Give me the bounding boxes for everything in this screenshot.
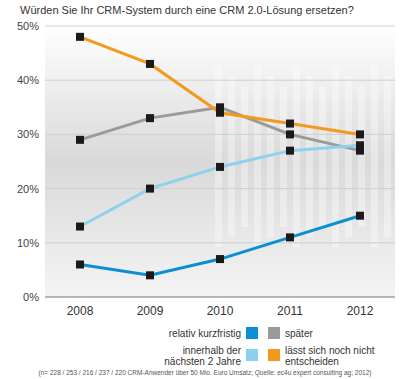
x-tick-label: 2011 bbox=[277, 304, 303, 318]
point-marker bbox=[356, 212, 364, 220]
legend-swatch bbox=[246, 327, 258, 339]
point-marker bbox=[286, 120, 294, 128]
legend-label-line: später bbox=[285, 328, 313, 339]
point-marker bbox=[356, 141, 364, 149]
legend-label-line: nächsten 2 Jahre bbox=[164, 356, 241, 367]
bg-stripe bbox=[293, 66, 300, 247]
x-tick-label: 2008 bbox=[67, 304, 94, 318]
bg-stripe bbox=[241, 86, 248, 227]
series-line bbox=[80, 145, 360, 226]
title: Würden Sie Ihr CRM-System durch eine CRM… bbox=[20, 4, 354, 16]
point-marker bbox=[216, 163, 224, 171]
y-tick-label: 30% bbox=[17, 128, 39, 140]
grid-line bbox=[45, 26, 395, 27]
grid-line bbox=[45, 242, 395, 243]
legend-label-line: lässt sich noch nicht bbox=[285, 345, 375, 356]
y-tick-label: 0% bbox=[23, 291, 39, 303]
bg-stripe bbox=[306, 76, 313, 237]
chart: Würden Sie Ihr CRM-System durch eine CRM… bbox=[0, 0, 410, 379]
point-marker bbox=[286, 233, 294, 241]
legend-label: lässt sich noch nichtentscheiden bbox=[285, 345, 375, 367]
point-marker bbox=[76, 223, 84, 231]
x-tick-label: 2012 bbox=[347, 304, 374, 318]
bg-stripe bbox=[384, 76, 391, 237]
legend-label-line: entscheiden bbox=[285, 356, 339, 367]
x-tick-label: 2009 bbox=[137, 304, 164, 318]
point-marker bbox=[76, 33, 84, 41]
grid-line bbox=[45, 297, 395, 298]
source-note: (n= 228 / 253 / 216 / 237 / 220 CRM-Anwe… bbox=[39, 369, 372, 377]
bg-stripe bbox=[358, 86, 365, 227]
point-marker bbox=[76, 136, 84, 144]
bg-stripe bbox=[345, 76, 352, 237]
bg-stripe bbox=[280, 86, 287, 227]
y-tick-label: 40% bbox=[17, 74, 39, 86]
plot-background bbox=[45, 26, 395, 297]
legend-label: relativ kurzfristig bbox=[169, 328, 241, 339]
series-line bbox=[80, 37, 360, 135]
bg-stripe bbox=[215, 66, 222, 247]
point-marker bbox=[146, 271, 154, 279]
point-marker bbox=[216, 109, 224, 117]
legend-label-line: innerhalb der bbox=[183, 345, 242, 356]
legend-swatch bbox=[268, 327, 280, 339]
grid-line bbox=[45, 80, 395, 81]
point-marker bbox=[356, 130, 364, 138]
legend-label: später bbox=[285, 328, 313, 339]
y-tick-label: 20% bbox=[17, 183, 39, 195]
bg-stripe bbox=[228, 76, 235, 237]
point-marker bbox=[146, 185, 154, 193]
y-tick-label: 50% bbox=[17, 20, 39, 32]
bg-stripe bbox=[332, 66, 339, 247]
x-axis-line bbox=[45, 297, 395, 298]
legend-swatch bbox=[268, 349, 280, 361]
point-marker bbox=[146, 60, 154, 68]
plot-marks bbox=[76, 33, 364, 279]
point-marker bbox=[146, 114, 154, 122]
legend-label-line: relativ kurzfristig bbox=[169, 328, 241, 339]
point-marker bbox=[216, 255, 224, 263]
series-line bbox=[80, 216, 360, 276]
bg-stripe bbox=[371, 66, 378, 247]
point-marker bbox=[286, 130, 294, 138]
y-tick-label: 10% bbox=[17, 237, 39, 249]
bg-stripe bbox=[319, 86, 326, 227]
point-marker bbox=[286, 147, 294, 155]
grid-line bbox=[45, 188, 395, 189]
x-tick-label: 2010 bbox=[207, 304, 234, 318]
legend-swatch bbox=[246, 349, 258, 361]
legend-label: innerhalb dernächsten 2 Jahre bbox=[164, 345, 241, 367]
point-marker bbox=[76, 260, 84, 268]
